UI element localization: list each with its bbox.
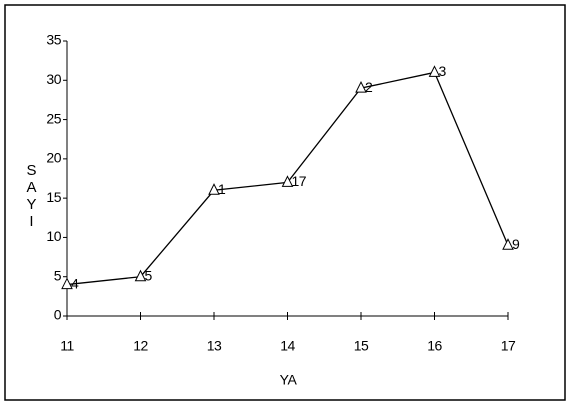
x-tick-label: 11 [60, 338, 74, 354]
data-label: 1 [218, 181, 226, 197]
data-label: 3 [439, 63, 447, 79]
x-tick-label: 15 [354, 338, 369, 354]
x-tick-label: 12 [133, 338, 148, 354]
y-tick-label: 35 [46, 32, 61, 48]
data-label: 9 [512, 236, 520, 252]
data-label: 17 [292, 173, 307, 189]
x-axis-label: YA [280, 372, 298, 388]
marker [134, 269, 147, 282]
data-label: 5 [145, 267, 153, 283]
marker [61, 277, 73, 290]
x-tick-label: 17 [501, 338, 516, 354]
y-tick-label: 15 [46, 189, 61, 205]
data-label: 4 [71, 275, 79, 291]
marker [502, 238, 514, 250]
data-label: 2 [365, 79, 373, 95]
y-tick-label: 0 [54, 307, 62, 323]
marker [355, 81, 367, 93]
marker [428, 65, 441, 77]
y-tick-label: 25 [46, 110, 61, 126]
y-tick-label: 10 [46, 228, 61, 244]
y-tick-label: 20 [46, 150, 61, 166]
x-tick-label: 14 [280, 338, 295, 354]
x-tick-label: 13 [207, 338, 222, 354]
y-tick-label: 30 [46, 71, 61, 87]
marker [208, 183, 220, 195]
y-tick-label: 5 [54, 267, 62, 283]
marker [281, 175, 294, 187]
y-axis-label: SAYI [23, 162, 40, 230]
x-tick-label: 16 [427, 338, 442, 354]
chart-border [4, 4, 566, 401]
